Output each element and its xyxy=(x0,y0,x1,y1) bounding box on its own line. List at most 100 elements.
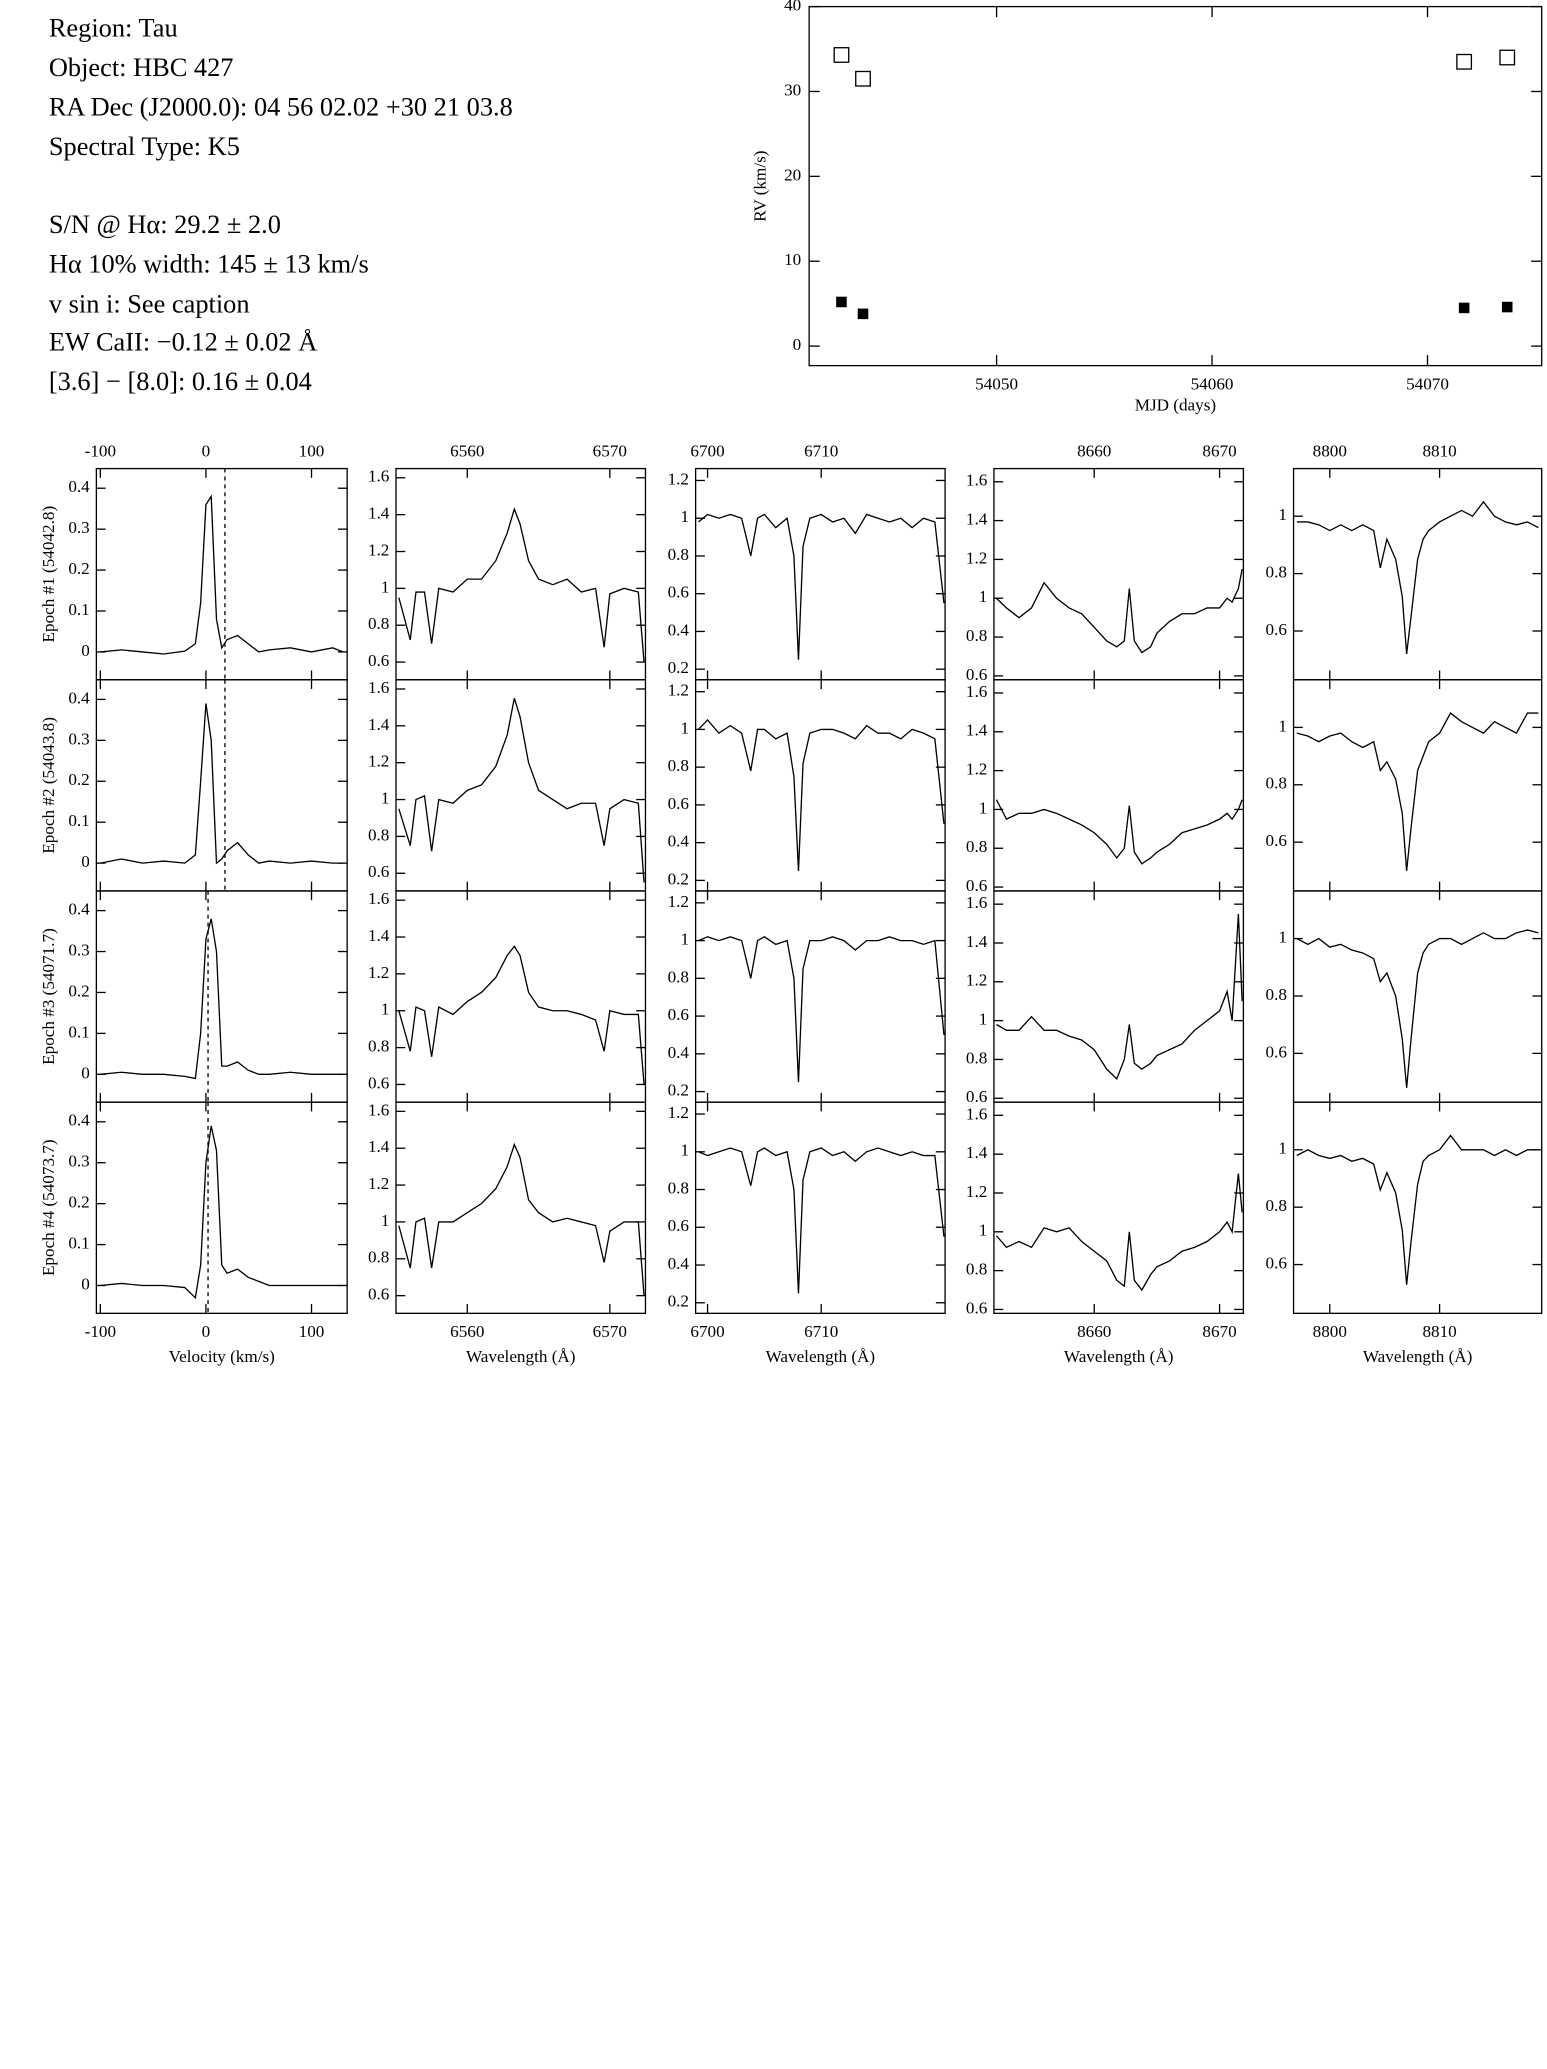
y-tick-label: 0.2 xyxy=(68,559,89,578)
axes-frame xyxy=(993,467,1245,681)
y-tick-label: 1 xyxy=(979,587,988,606)
y-tick-label: 1.6 xyxy=(368,467,390,486)
x-axis-label: MJD (days) xyxy=(1135,395,1216,414)
y-tick-label: 0.6 xyxy=(668,1005,690,1024)
y-tick-label: 0 xyxy=(793,335,802,354)
x-tick-label-top: 6560 xyxy=(450,442,484,461)
axes-frame xyxy=(694,467,946,681)
x-tick-label-top: 8810 xyxy=(1422,442,1456,461)
rv-point xyxy=(836,296,847,308)
axes-frame xyxy=(808,5,1543,367)
info-line: Region: Tau xyxy=(49,12,178,42)
y-tick-label: 1 xyxy=(979,1010,988,1029)
x-tick-label: 8800 xyxy=(1313,1322,1347,1341)
info-line: EW CaII: −0.12 ± 0.02 Å xyxy=(49,327,317,357)
y-tick-label: 0.6 xyxy=(368,1073,390,1092)
spectrum-line xyxy=(995,1173,1243,1292)
y-tick-label: 0.8 xyxy=(368,1248,389,1267)
info-line: S/N @ Hα: 29.2 ± 2.0 xyxy=(49,209,281,239)
axes-frame xyxy=(395,890,647,1103)
y-tick-label: 1 xyxy=(381,577,390,596)
y-tick-label: 1.2 xyxy=(668,469,689,488)
x-tick-label: 8670 xyxy=(1202,1322,1236,1341)
y-tick-label: 30 xyxy=(784,80,801,99)
y-tick-label: 40 xyxy=(784,0,801,15)
y-tick-label: 0.8 xyxy=(1266,563,1287,582)
y-tick-label: 0.6 xyxy=(966,876,988,895)
x-tick-label: 6710 xyxy=(804,1322,838,1341)
info-line: RA Dec (J2000.0): 04 56 02.02 +30 21 03.… xyxy=(49,92,513,122)
x-axis-label: Wavelength (Å) xyxy=(1363,1347,1473,1366)
y-tick-label: 0.8 xyxy=(966,837,987,856)
x-tick-label-top: 100 xyxy=(299,442,325,461)
y-tick-label: 0.8 xyxy=(1266,985,1287,1004)
y-tick-label: 0.6 xyxy=(668,583,690,602)
info-line: Hα 10% width: 145 ± 13 km/s xyxy=(49,249,369,279)
spectrum-line xyxy=(698,936,945,1083)
y-tick-label: 0.3 xyxy=(68,940,89,959)
y-tick-label: 1.2 xyxy=(368,1174,389,1193)
spectrum-line xyxy=(697,718,945,871)
spectrum-line xyxy=(100,494,344,655)
y-tick-label: 1 xyxy=(680,930,689,949)
axes-frame xyxy=(993,890,1245,1103)
y-tick-label: 0.4 xyxy=(68,900,90,919)
x-tick-label: -100 xyxy=(85,1322,116,1341)
spectrum-line xyxy=(398,697,645,883)
spectrum-line xyxy=(398,507,645,663)
x-tick-label-top: 6700 xyxy=(690,442,724,461)
y-tick-label: 0.6 xyxy=(368,651,390,670)
x-tick-label-top: 8800 xyxy=(1313,442,1347,461)
y-tick-label: 0.6 xyxy=(1266,1042,1288,1061)
info-line: Object: HBC 427 xyxy=(49,52,234,82)
y-tick-label: 0.8 xyxy=(966,1260,987,1279)
y-tick-label: 1.4 xyxy=(966,510,988,529)
axes-frame xyxy=(395,1101,647,1314)
y-tick-label: 0.8 xyxy=(966,626,987,645)
y-tick-label: 1 xyxy=(381,788,390,807)
axes-frame xyxy=(395,467,647,681)
y-tick-label: 0.8 xyxy=(368,825,389,844)
y-tick-label: 0.1 xyxy=(68,1234,89,1253)
y-tick-label: 0.4 xyxy=(668,1254,690,1273)
y-tick-label: 1.4 xyxy=(966,932,988,951)
axes-frame xyxy=(993,679,1245,892)
y-tick-label: 1.4 xyxy=(368,504,390,523)
y-tick-label: 1.6 xyxy=(368,1100,390,1119)
x-tick-label: 100 xyxy=(299,1322,325,1341)
x-tick-label: 54070 xyxy=(1406,374,1449,393)
y-tick-label: 1.2 xyxy=(966,971,987,990)
spectrum-line xyxy=(996,913,1243,1081)
y-tick-label: 0.6 xyxy=(368,862,390,881)
y-tick-label: 1.6 xyxy=(966,1104,988,1123)
y-tick-label: 1.6 xyxy=(966,471,988,490)
y-tick-label: 20 xyxy=(784,165,801,184)
y-tick-label: 1.6 xyxy=(368,889,390,908)
y-tick-label: 1 xyxy=(1278,928,1287,947)
y-tick-label: 0.8 xyxy=(1266,774,1287,793)
y-tick-label: 0.8 xyxy=(368,1037,389,1056)
axes-frame xyxy=(95,1101,348,1314)
y-tick-label: 1.2 xyxy=(966,760,987,779)
y-tick-label: 0.4 xyxy=(68,688,90,707)
x-tick-label-top: 6570 xyxy=(593,442,627,461)
rv-point xyxy=(1499,49,1516,66)
axes-frame xyxy=(1292,1101,1543,1314)
spectrum-line xyxy=(995,799,1243,865)
y-tick-label: 0.6 xyxy=(966,1298,988,1317)
y-tick-label: 0.4 xyxy=(668,832,690,851)
y-tick-label: 1 xyxy=(1278,1139,1287,1158)
x-tick-label-top: 8660 xyxy=(1077,442,1111,461)
y-tick-label: 0.3 xyxy=(68,729,89,748)
axes-frame xyxy=(993,1101,1245,1314)
y-tick-label: 0.2 xyxy=(68,770,89,789)
y-tick-label: 0.8 xyxy=(966,1048,987,1067)
x-tick-label-top: -100 xyxy=(85,442,116,461)
y-tick-label: 1 xyxy=(680,718,689,737)
y-tick-label: 1 xyxy=(979,798,988,817)
y-axis-label: Epoch #1 (54042.8) xyxy=(39,506,58,643)
y-tick-label: 1.2 xyxy=(668,681,689,700)
y-tick-label: 1 xyxy=(979,1221,988,1240)
y-tick-label: 0.6 xyxy=(966,665,988,684)
axes-frame xyxy=(694,1101,946,1314)
